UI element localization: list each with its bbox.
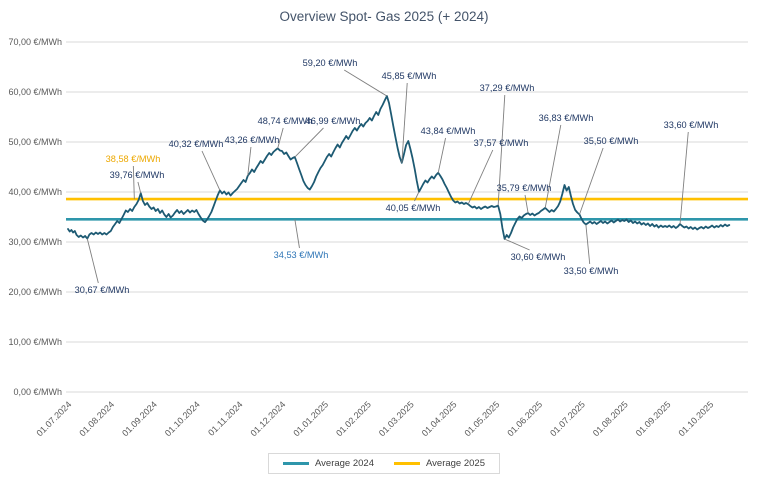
svg-text:0,00 €/MWh: 0,00 €/MWh	[13, 387, 62, 397]
svg-text:01.05.2025: 01.05.2025	[462, 399, 501, 438]
svg-text:01.08.2025: 01.08.2025	[591, 399, 630, 438]
data-label: 35,50 €/MWh	[584, 136, 639, 146]
svg-text:40,00 €/MWh: 40,00 €/MWh	[8, 187, 62, 197]
svg-text:01.09.2024: 01.09.2024	[120, 399, 159, 438]
svg-text:10,00 €/MWh: 10,00 €/MWh	[8, 337, 62, 347]
data-label: 30,60 €/MWh	[511, 252, 566, 262]
svg-text:20,00 €/MWh: 20,00 €/MWh	[8, 287, 62, 297]
data-label: 33,60 €/MWh	[664, 120, 719, 130]
svg-text:60,00 €/MWh: 60,00 €/MWh	[8, 87, 62, 97]
data-label: 43,26 €/MWh	[225, 135, 280, 145]
data-label: 43,84 €/MWh	[421, 126, 476, 136]
annotation-leader-lines	[86, 69, 689, 284]
gridlines	[66, 41, 748, 393]
svg-text:01.03.2025: 01.03.2025	[377, 399, 416, 438]
legend-item-average-2025[interactable]: Average 2025	[394, 458, 485, 469]
data-label: 46,99 €/MWh	[306, 116, 361, 126]
svg-text:01.09.2025: 01.09.2025	[634, 399, 673, 438]
data-label: 37,29 €/MWh	[480, 83, 535, 93]
svg-text:01.01.2025: 01.01.2025	[291, 399, 330, 438]
svg-text:01.08.2024: 01.08.2024	[77, 399, 116, 438]
svg-text:01.07.2024: 01.07.2024	[34, 399, 73, 438]
svg-text:50,00 €/MWh: 50,00 €/MWh	[8, 137, 62, 147]
legend-swatch-average-2025-line	[394, 462, 420, 465]
data-label: 35,79 €/MWh	[497, 183, 552, 193]
y-axis-labels: 0,00 €/MWh 10,00 €/MWh 20,00 €/MWh 30,00 €/…	[8, 37, 62, 397]
svg-text:30,00 €/MWh: 30,00 €/MWh	[8, 237, 62, 247]
data-label: 30,67 €/MWh	[75, 285, 130, 295]
data-label: 40,32 €/MWh	[169, 139, 224, 149]
legend-label-average-2024: Average 2024	[315, 458, 374, 469]
legend-item-average-2024[interactable]: Average 2024	[283, 458, 374, 469]
legend-label-average-2025: Average 2025	[426, 458, 485, 469]
data-label: 48,74 €/MWh	[258, 116, 313, 126]
svg-text:70,00 €/MWh: 70,00 €/MWh	[8, 37, 62, 47]
chart-title: Overview Spot- Gas 2025 (+ 2024)	[279, 9, 489, 24]
svg-text:01.12.2024: 01.12.2024	[248, 399, 287, 438]
data-label: 38,58 €/MWh	[106, 154, 161, 164]
svg-text:01.07.2025: 01.07.2025	[548, 399, 587, 438]
svg-text:01.10.2024: 01.10.2024	[163, 399, 202, 438]
data-label: 34,53 €/MWh	[274, 250, 329, 260]
annotation-labels: 30,67 €/MWh 39,76 €/MWh 38,58 €/MWh 40,32 €…	[75, 58, 719, 295]
x-axis-labels: 01.07.2024 01.08.2024 01.09.2024 01.10.2024…	[34, 399, 715, 438]
legend-swatch-average-2024-line	[283, 462, 309, 465]
data-label: 59,20 €/MWh	[303, 58, 358, 68]
data-label: 36,83 €/MWh	[539, 113, 594, 123]
data-label: 40,05 €/MWh	[386, 203, 441, 213]
data-label: 33,50 €/MWh	[564, 266, 619, 276]
svg-text:01.02.2025: 01.02.2025	[334, 399, 373, 438]
svg-text:01.10.2025: 01.10.2025	[676, 399, 715, 438]
svg-text:01.11.2024: 01.11.2024	[206, 399, 244, 437]
data-label: 39,76 €/MWh	[110, 170, 165, 180]
data-label: 37,57 €/MWh	[474, 138, 529, 148]
svg-text:01.04.2025: 01.04.2025	[420, 399, 459, 438]
chart-legend: Average 2024 Average 2025	[268, 453, 500, 474]
data-label: 45,85 €/MWh	[382, 71, 437, 81]
svg-text:01.06.2025: 01.06.2025	[505, 399, 544, 438]
spot-price-line	[67, 95, 731, 240]
